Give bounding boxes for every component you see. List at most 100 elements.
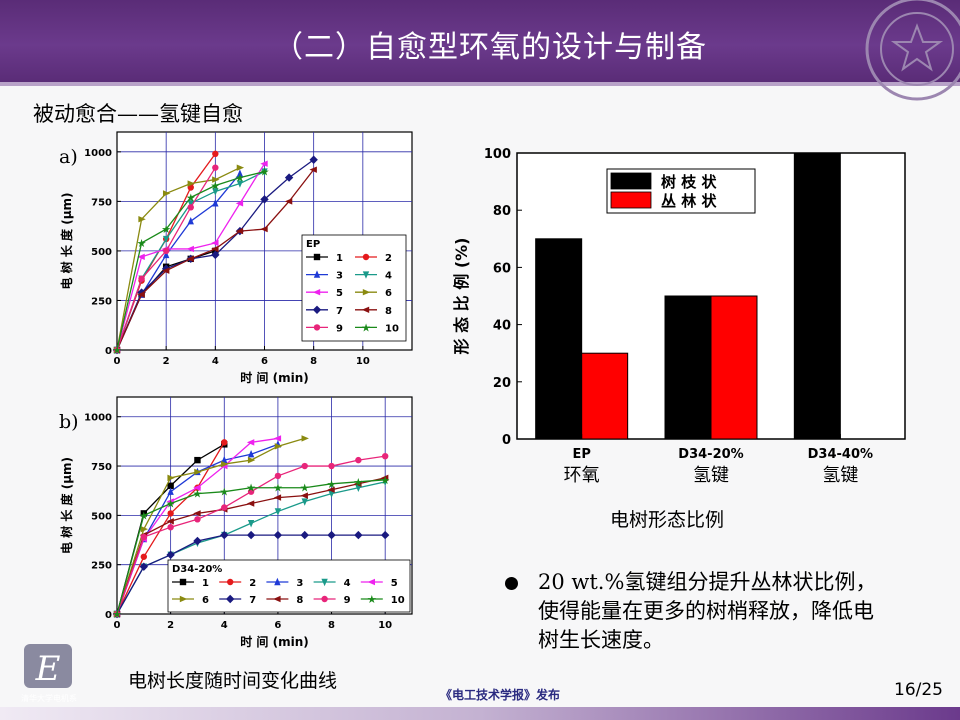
legend-label: 4 — [344, 578, 351, 589]
data-point-10: ★ — [186, 191, 196, 204]
data-point-7 — [166, 550, 175, 560]
data-point-9 — [140, 533, 148, 541]
legend-label: 6 — [202, 595, 209, 606]
legend-entry-4: 4 — [355, 271, 392, 282]
legend-entry-6: 6 — [172, 595, 209, 606]
series-line-10 — [116, 479, 386, 615]
data-point-6 — [212, 176, 220, 183]
legend-swatch-marker — [313, 324, 321, 331]
data-point-4 — [212, 188, 219, 196]
legend-entry-3: 3 — [266, 577, 303, 589]
data-point-10: ★ — [161, 223, 171, 236]
data-point-6 — [194, 468, 202, 476]
bullet-dot-icon — [505, 577, 518, 590]
legend-label: 丛 林 状 — [661, 192, 717, 210]
series-8 — [112, 166, 317, 354]
data-point-8 — [380, 474, 389, 482]
legend-label: 2 — [385, 253, 392, 264]
bar-树枝状-EP — [535, 238, 583, 440]
x-tick-label: 0 — [114, 356, 121, 367]
legend-swatch-marker — [362, 253, 370, 261]
legend-swatch-marker: ★ — [367, 593, 377, 606]
data-point-6 — [247, 456, 256, 464]
legend-entry-8: 8 — [355, 306, 392, 317]
y-tick-label: 40 — [493, 319, 511, 334]
data-point-5 — [235, 200, 244, 207]
x-axis-label: 时 间 (min) — [240, 370, 309, 385]
legend-label: 2 — [249, 578, 256, 589]
legend-label: 7 — [336, 306, 343, 317]
y-tick-label: 0 — [502, 433, 511, 448]
data-point-10: ★ — [260, 166, 270, 179]
legend-swatch-marker — [179, 595, 188, 603]
data-point-9 — [274, 472, 282, 480]
data-point-2 — [140, 553, 148, 560]
y-tick-label: 80 — [493, 204, 511, 219]
data-point-5 — [246, 439, 255, 446]
category-label: D34-20% — [678, 447, 743, 462]
data-point-10: ★ — [235, 172, 245, 185]
panel-label: a) — [59, 146, 78, 168]
legend-entry-10: ★ 10 — [355, 321, 399, 334]
data-point-8 — [166, 518, 174, 525]
data-point-8 — [260, 225, 268, 233]
data-point-5 — [137, 253, 145, 261]
y-axis-label: 电 树 长 度 (μm) — [59, 192, 74, 289]
y-tick-label: 60 — [493, 261, 511, 276]
data-point-3 — [247, 450, 255, 458]
series-10: ★ ★ ★ ★ ★ ★ ★ — [112, 166, 270, 357]
data-point-4 — [236, 180, 244, 188]
footer-publisher: 《电工技术学报》发布 — [440, 688, 561, 702]
data-point-10: ★ — [112, 608, 122, 621]
data-point-10: ★ — [139, 509, 149, 522]
data-point-8 — [246, 500, 255, 507]
slide-title: （二）自愈型环氧的设计与制备 — [273, 30, 707, 65]
legend-swatch-marker — [226, 594, 235, 604]
data-point-6 — [138, 216, 146, 223]
footer-bar — [0, 707, 960, 720]
y-tick-label: 1000 — [84, 413, 112, 424]
data-point-7 — [220, 530, 229, 540]
bar-丛林状-EP — [581, 352, 629, 440]
line-chart-caption: 电树长度随时间变化曲线 — [128, 670, 338, 692]
legend-entry-3: 3 — [306, 270, 343, 282]
data-point-9 — [187, 204, 194, 211]
bullet-text: 20 wt.%氢键组分提升丛林状比例，使得能量在更多的树梢释放，降低电树生长速度… — [538, 570, 877, 652]
x-tick-label: 6 — [274, 620, 281, 631]
legend-label: 10 — [385, 323, 399, 334]
legend-swatch-marker — [273, 595, 281, 603]
legend-entry-1: 1 — [172, 578, 209, 589]
data-point-9 — [381, 452, 389, 460]
y-tick-label: 100 — [484, 147, 511, 162]
y-tick-label: 500 — [91, 247, 112, 258]
data-point-3 — [167, 487, 174, 495]
x-tick-label: 4 — [221, 620, 228, 631]
legend-entry-9: 9 — [313, 595, 351, 606]
data-point-6 — [187, 180, 195, 187]
y-axis-label: 形 态 比 例 (%) — [452, 238, 471, 355]
legend-label: 7 — [249, 595, 256, 606]
data-point-9 — [212, 164, 219, 171]
series-2 — [113, 439, 228, 618]
data-point-4 — [328, 490, 335, 498]
data-point-2 — [221, 439, 228, 446]
x-tick-label: 6 — [261, 356, 268, 367]
data-point-7 — [139, 562, 149, 571]
y-tick-label: 1000 — [84, 148, 112, 159]
legend-label: 3 — [296, 578, 303, 589]
data-point-10: ★ — [166, 498, 176, 511]
legend-swatch-marker: ★ — [361, 321, 371, 334]
legend-swatch-marker — [274, 577, 281, 586]
data-point-6 — [162, 190, 171, 197]
legend-title: EP — [306, 239, 320, 250]
data-point-10: ★ — [273, 482, 283, 495]
data-point-10: ★ — [210, 180, 220, 193]
data-point-10: ★ — [193, 488, 203, 501]
legend-swatch-marker — [321, 578, 328, 587]
page-number: 16/25 — [894, 680, 943, 700]
series-line-10 — [116, 171, 265, 351]
data-point-9 — [221, 504, 228, 511]
x-tick-label: 4 — [212, 356, 219, 367]
data-point-5 — [186, 245, 194, 253]
data-point-8 — [193, 510, 201, 517]
